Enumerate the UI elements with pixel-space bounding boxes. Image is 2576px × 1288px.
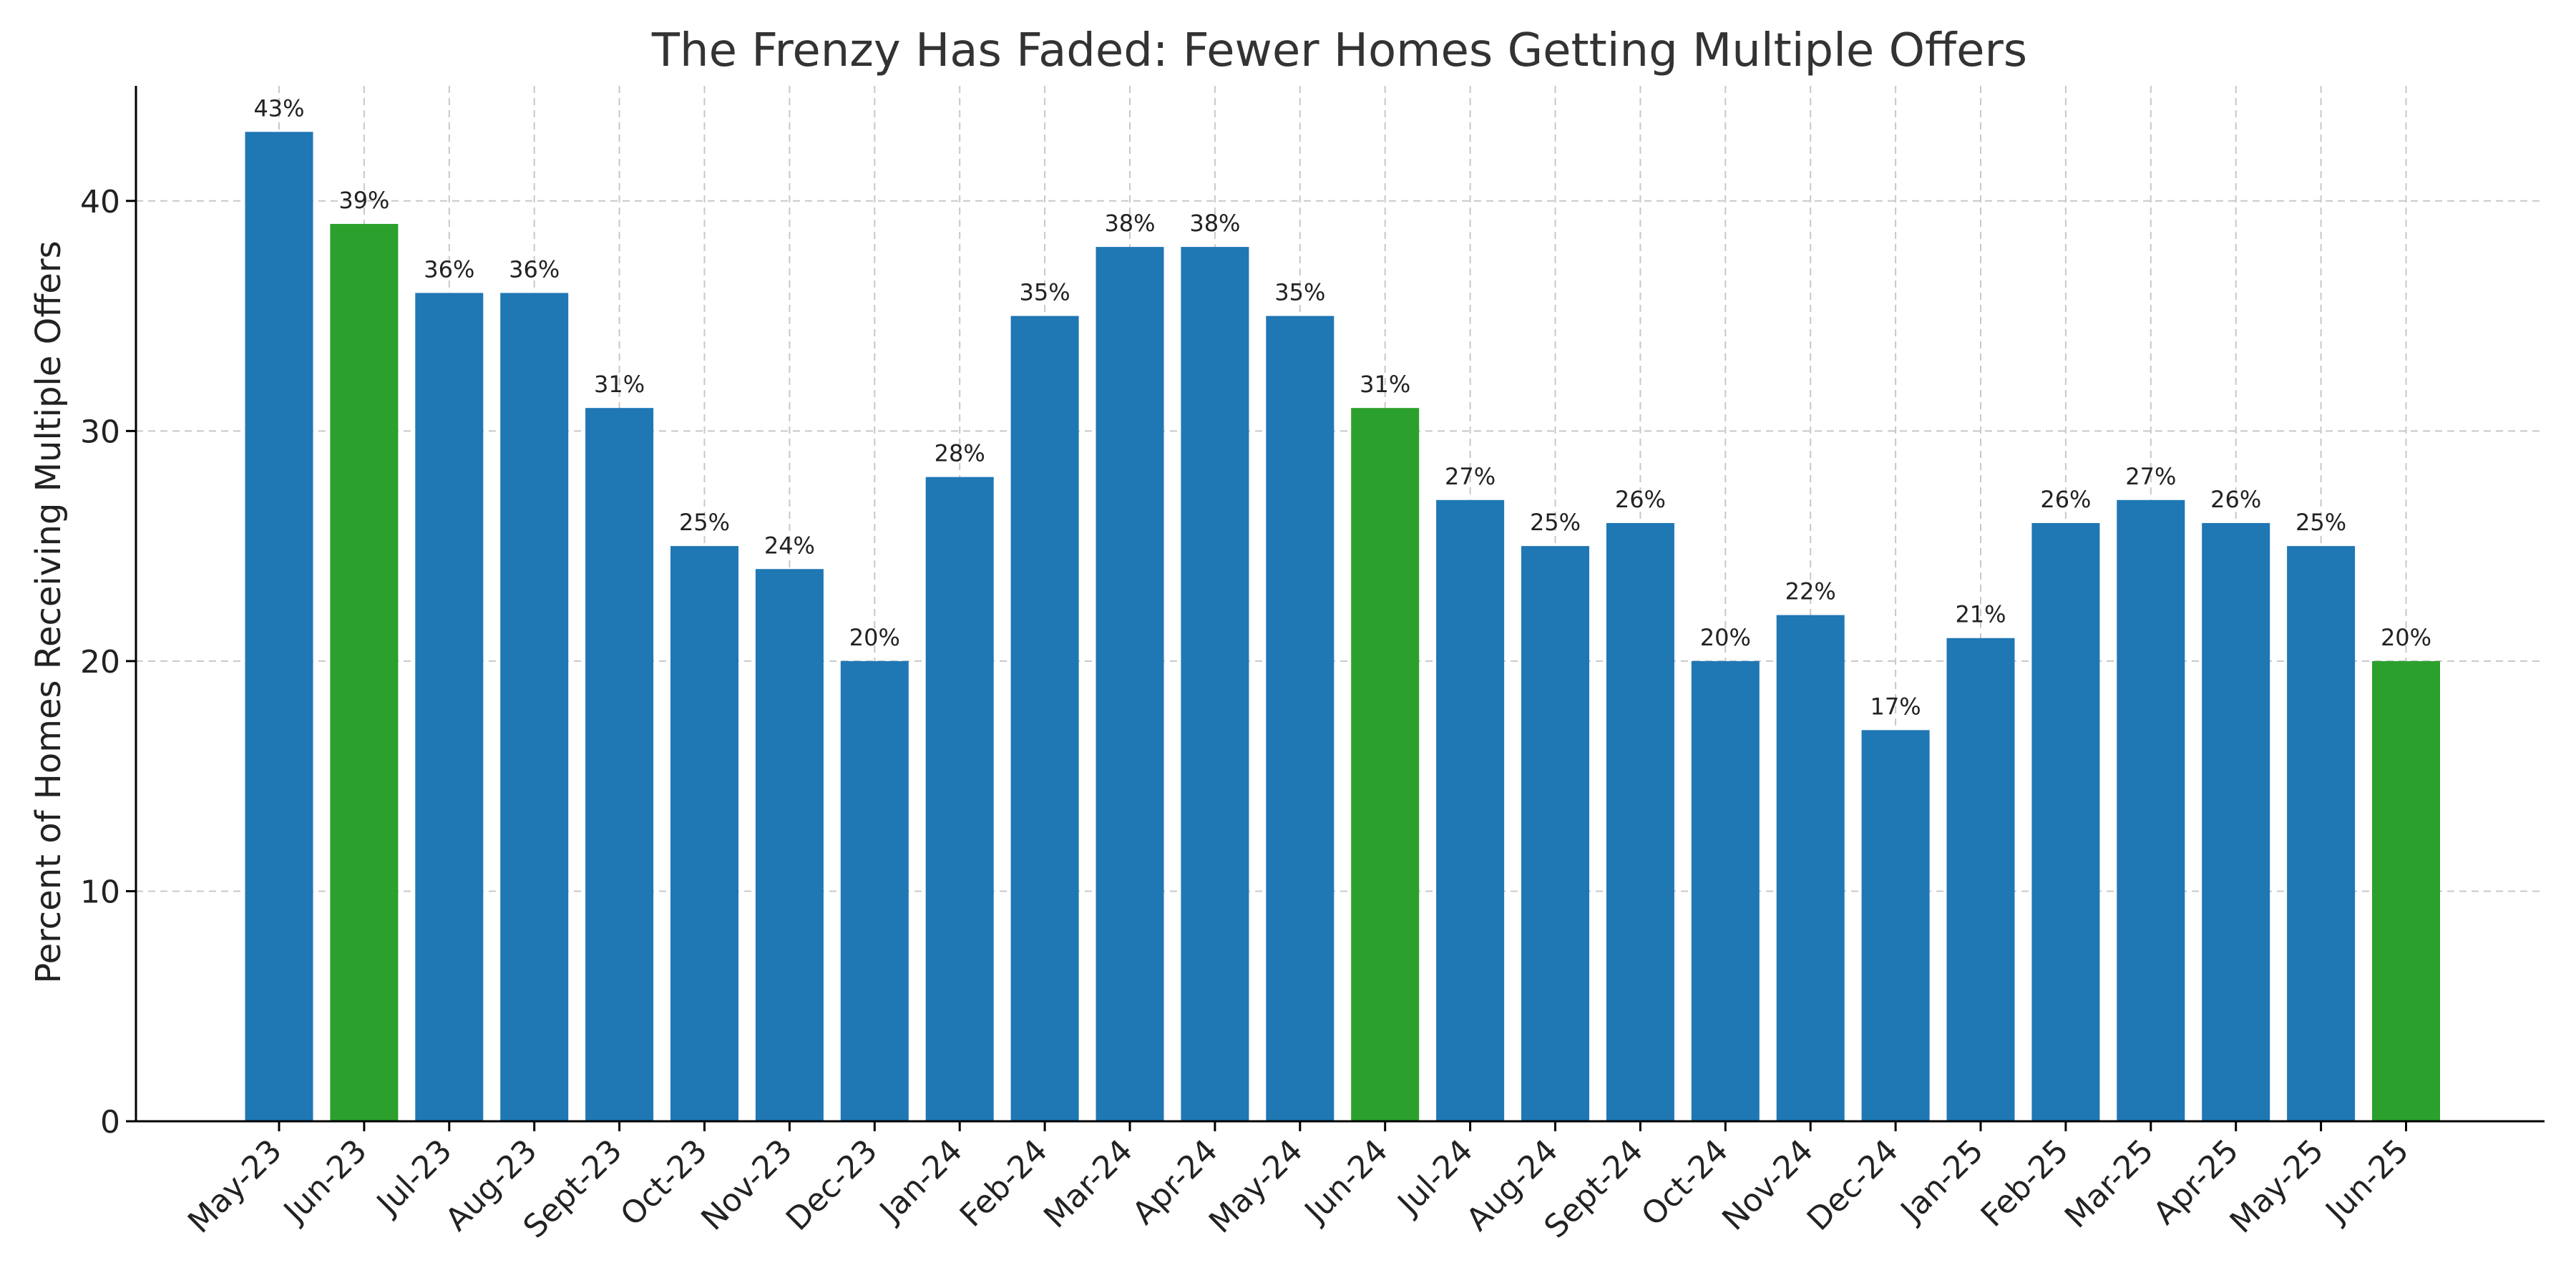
data-label: 25% [679, 509, 730, 536]
bar-feb-24 [1010, 316, 1079, 1121]
bar-jul-23 [415, 293, 484, 1121]
data-label: 20% [2381, 624, 2431, 651]
bar-nov-24 [1776, 615, 1845, 1121]
x-tick-label: Jun-23 [275, 1133, 374, 1231]
bar-feb-25 [2031, 522, 2100, 1121]
bars [245, 132, 2440, 1122]
bar-nov-23 [755, 569, 824, 1121]
x-tick-label: Feb-25 [1974, 1133, 2076, 1234]
bar-jun-24 [1351, 408, 1420, 1121]
data-label: 36% [509, 255, 560, 283]
x-tick-label: May-23 [181, 1133, 289, 1241]
bar-apr-24 [1181, 247, 1249, 1122]
x-tick-label: Nov-23 [694, 1133, 799, 1238]
x-tick-label: Oct-24 [1634, 1133, 1735, 1234]
bar-apr-25 [2202, 522, 2270, 1121]
bar-may-23 [245, 132, 313, 1121]
bar-dec-23 [840, 660, 909, 1121]
x-tick-label: Feb-24 [953, 1133, 1055, 1234]
axes [135, 86, 2545, 1123]
data-label: 36% [424, 255, 474, 283]
y-axis-label: Percent of Homes Receiving Multiple Offe… [29, 240, 69, 983]
y-axis-ticks: 0 10 20 30 40 [80, 184, 136, 1141]
bar-sept-24 [1606, 522, 1674, 1121]
x-tick-label: Nov-24 [1715, 1133, 1820, 1238]
data-label: 25% [2296, 509, 2346, 536]
data-label: 35% [1274, 279, 1325, 306]
data-label: 26% [2210, 486, 2261, 513]
y-tick-label: 20 [80, 644, 120, 680]
bar-jul-24 [1436, 499, 1505, 1121]
data-label: 39% [338, 187, 389, 214]
x-tick-label: Dec-24 [1800, 1133, 1906, 1238]
bar-aug-24 [1521, 546, 1589, 1121]
y-tick-label: 30 [80, 414, 120, 450]
data-label: 27% [1445, 463, 1496, 490]
bar-jan-24 [925, 477, 994, 1121]
data-label: 26% [1615, 486, 1666, 513]
bar-mar-25 [2117, 499, 2185, 1121]
data-label: 35% [1020, 279, 1070, 306]
x-tick-label: Jan-24 [872, 1133, 970, 1231]
bar-sept-23 [585, 408, 654, 1121]
x-axis-ticks: May-23Jun-23Jul-23Aug-23Sept-23Oct-23Nov… [181, 1121, 2416, 1245]
y-tick-label: 40 [80, 184, 120, 220]
data-labels: 43% 39% 36% 36% 31% 25% 24% 20% 28% 35% 38% 38% 35% 3… [253, 94, 2431, 720]
data-label: 28% [935, 440, 985, 467]
x-tick-label: Oct-23 [614, 1133, 715, 1234]
data-label: 27% [2125, 463, 2176, 490]
bar-oct-24 [1691, 660, 1760, 1121]
x-tick-label: Dec-23 [779, 1133, 884, 1238]
data-label: 31% [594, 371, 645, 398]
x-tick-label: May-25 [2223, 1133, 2331, 1241]
bar-may-24 [1266, 316, 1335, 1121]
bar-oct-23 [670, 546, 738, 1121]
x-tick-label: May-24 [1202, 1133, 1310, 1241]
x-tick-label: Mar-24 [1037, 1133, 1140, 1236]
data-label: 31% [1360, 371, 1410, 398]
y-tick-label: 0 [100, 1104, 120, 1141]
x-tick-label: Jun-24 [1297, 1133, 1395, 1231]
bar-jun-23 [330, 223, 399, 1121]
data-label: 38% [1189, 210, 1240, 237]
data-label: 38% [1104, 210, 1155, 237]
bar-jan-25 [1946, 638, 2015, 1121]
data-label: 17% [1870, 693, 1921, 720]
data-label: 22% [1785, 578, 1836, 605]
x-tick-label: Jun-25 [2318, 1133, 2416, 1231]
chart-title: The Frenzy Has Faded: Fewer Homes Gettin… [651, 24, 2027, 77]
data-label: 20% [1700, 624, 1751, 651]
data-label: 21% [1955, 601, 2006, 628]
bar-jun-25 [2372, 660, 2440, 1121]
data-label: 20% [849, 624, 900, 651]
bar-dec-24 [1861, 730, 1930, 1121]
y-tick-label: 10 [80, 874, 120, 910]
bar-mar-24 [1096, 247, 1164, 1122]
data-label: 24% [764, 532, 815, 559]
x-tick-label: Jan-25 [1893, 1133, 1991, 1231]
bar-aug-23 [500, 293, 569, 1121]
data-label: 25% [1530, 509, 1581, 536]
data-label: 43% [253, 94, 304, 122]
data-label: 26% [2040, 486, 2091, 513]
x-tick-label: Mar-25 [2058, 1133, 2161, 1236]
bar-may-25 [2287, 546, 2356, 1121]
